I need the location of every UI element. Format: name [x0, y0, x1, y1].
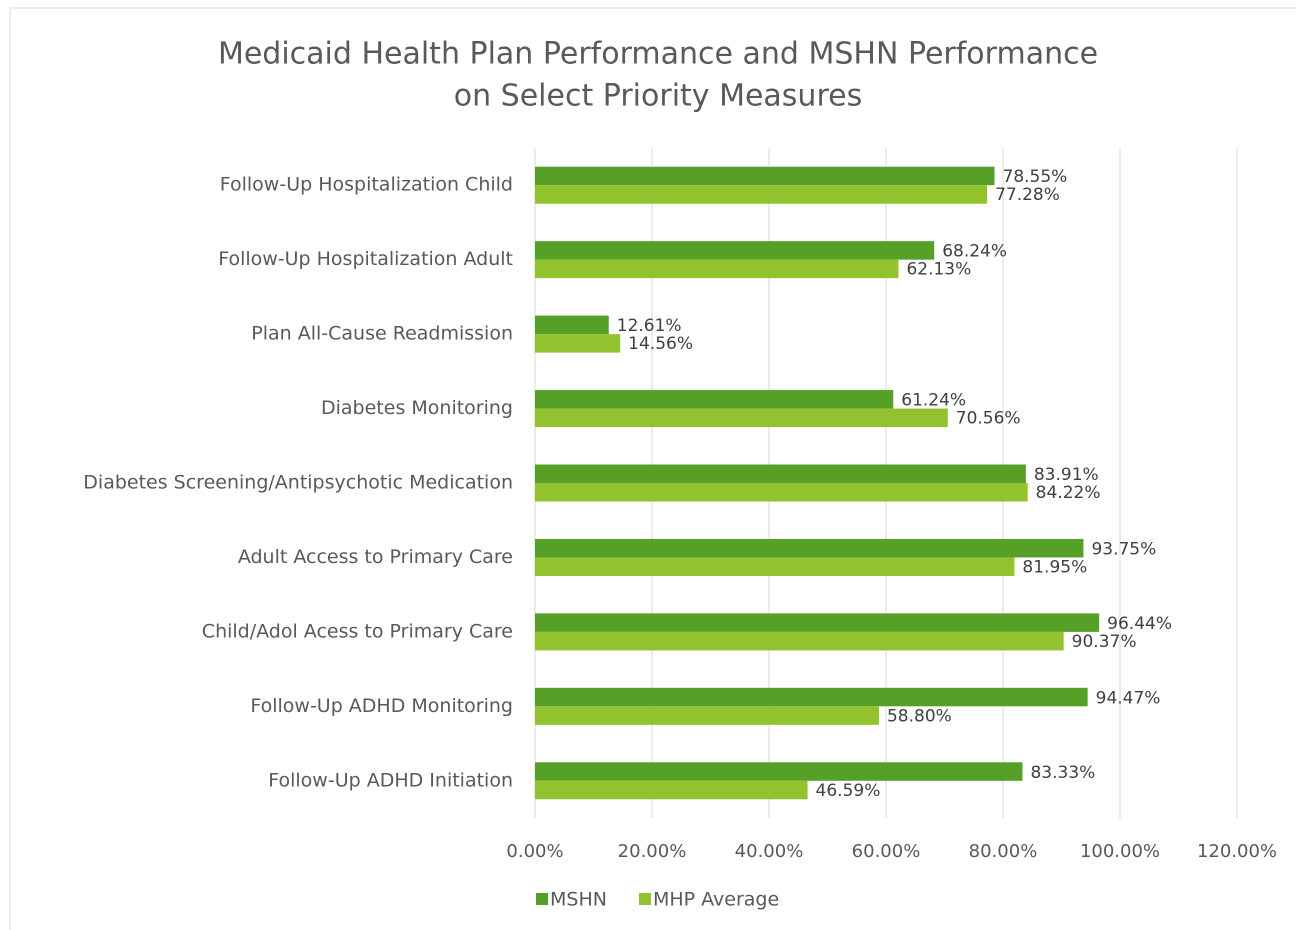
value-label: 58.80% [887, 706, 952, 726]
bar [535, 259, 899, 279]
value-label: 83.33% [1030, 763, 1095, 783]
legend-label: MHP Average [653, 889, 779, 911]
y-tick-label: Diabetes Screening/Antipsychotic Medicat… [83, 472, 513, 494]
y-tick-label: Follow-Up Hospitalization Child [220, 174, 513, 196]
bar [535, 538, 1084, 558]
x-tick-label: 60.00% [852, 841, 921, 862]
bar [535, 166, 995, 186]
chart-title: on Select Priority Measures [454, 79, 862, 114]
legend-label: MSHN [550, 889, 607, 911]
value-label: 83.91% [1034, 465, 1099, 485]
value-label: 81.95% [1022, 557, 1087, 577]
bar [535, 706, 879, 725]
value-label: 46.59% [816, 781, 881, 801]
x-tick-label: 120.00% [1197, 841, 1277, 862]
bar [535, 557, 1015, 576]
chart-frame [9, 7, 1296, 930]
chart-title: Medicaid Health Plan Performance and MSH… [218, 37, 1098, 72]
y-tick-label: Diabetes Monitoring [321, 397, 513, 419]
x-tick-label: 0.00% [506, 841, 563, 862]
value-label: 94.47% [1096, 688, 1161, 708]
value-label: 90.37% [1072, 632, 1137, 652]
x-tick-label: 100.00% [1080, 841, 1160, 862]
x-tick-label: 80.00% [969, 841, 1038, 862]
bar [535, 408, 948, 428]
value-label: 68.24% [942, 242, 1007, 262]
value-label: 14.56% [628, 334, 693, 354]
y-tick-label: Child/Adol Acess to Primary Care [202, 620, 513, 642]
legend-swatch [638, 893, 651, 905]
x-tick-label: 40.00% [735, 841, 804, 862]
y-tick-label: Follow-Up ADHD Initiation [268, 769, 513, 791]
bar [535, 464, 1026, 483]
y-tick-label: Plan All-Cause Readmission [251, 323, 513, 345]
bar [535, 762, 1023, 781]
bar [535, 390, 894, 409]
value-label: 77.28% [995, 185, 1060, 205]
bar [535, 780, 808, 800]
value-label: 78.55% [1003, 167, 1068, 187]
value-label: 84.22% [1036, 483, 1101, 503]
value-label: 61.24% [901, 391, 966, 411]
value-label: 96.44% [1107, 614, 1172, 634]
bar [535, 631, 1064, 651]
value-label: 12.61% [617, 316, 682, 336]
bar [535, 613, 1100, 632]
bar [535, 315, 609, 335]
x-tick-label: 20.00% [618, 841, 687, 862]
value-label: 62.13% [906, 260, 971, 280]
bar [535, 687, 1088, 707]
y-tick-label: Follow-Up Hospitalization Adult [218, 248, 513, 270]
bar [535, 185, 988, 204]
legend-swatch [536, 893, 548, 905]
value-label: 93.75% [1091, 539, 1156, 559]
bar [535, 483, 1028, 502]
y-tick-label: Follow-Up ADHD Monitoring [250, 695, 513, 717]
y-tick-label: Adult Access to Primary Care [238, 546, 513, 568]
bar [535, 241, 935, 260]
bar [535, 334, 621, 353]
value-label: 70.56% [956, 409, 1021, 429]
